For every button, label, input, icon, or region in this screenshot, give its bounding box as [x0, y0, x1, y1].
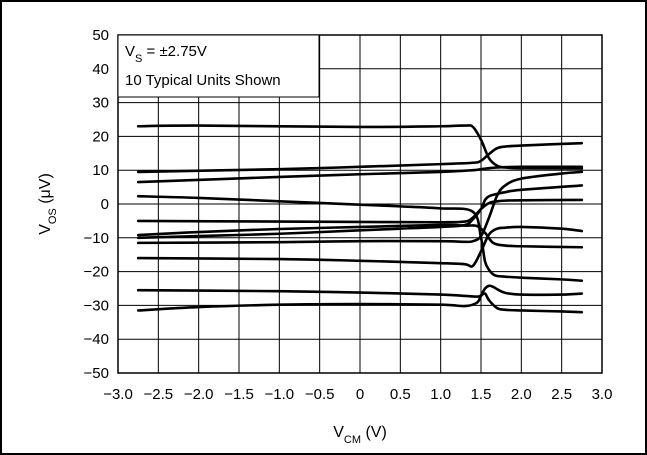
y-tick-label: −10 — [84, 230, 109, 247]
series-line-6 — [136, 223, 584, 249]
plot-area — [117, 34, 603, 374]
x-tick-label: 2.5 — [551, 386, 572, 403]
x-tick-label: −1.0 — [265, 386, 295, 403]
x-tick-label: −3.0 — [103, 386, 133, 403]
series-line-9 — [136, 225, 584, 268]
x-tick-labels: −3.0 −2.5 −2.0 −1.5 −1.0 −0.5 0 0.5 1.0 1.5 2.0 2.5… — [103, 386, 612, 403]
x-tick-label: 0 — [356, 386, 364, 403]
legend-box — [117, 34, 320, 98]
y-axis-label-unit: (μV) — [37, 173, 54, 208]
y-tick-label: −40 — [84, 331, 109, 348]
x-tick-label: 1.0 — [430, 386, 451, 403]
y-tick-label: −20 — [84, 264, 109, 281]
y-axis-label-sub: OS — [47, 208, 59, 224]
x-axis-label-main: V — [333, 424, 344, 441]
series-line-3 — [136, 165, 584, 184]
series-line-8 — [136, 170, 584, 245]
series-line-10 — [136, 284, 584, 298]
x-tick-label: −0.5 — [305, 386, 335, 403]
x-tick-label: −2.0 — [184, 386, 214, 403]
x-axis-label-sub: CM — [344, 434, 361, 446]
x-tick-label: 3.0 — [592, 386, 613, 403]
y-tick-label: 40 — [92, 61, 109, 78]
legend-units-shown: 10 Typical Units Shown — [125, 72, 281, 89]
series-line-7 — [136, 184, 584, 240]
series-group — [136, 124, 584, 314]
y-axis-label: VOS (μV) — [37, 173, 59, 235]
y-tick-label: 20 — [92, 128, 109, 145]
series-line-11 — [136, 292, 584, 314]
legend-supply-value: = ±2.75V — [142, 43, 207, 60]
legend: VS = ±2.75V 10 Typical Units Shown — [117, 34, 320, 98]
y-tick-label: 30 — [92, 95, 109, 112]
y-tick-label: 10 — [92, 162, 109, 179]
y-tick-label: 50 — [92, 27, 109, 44]
y-axis-label-main: V — [37, 224, 54, 235]
x-tick-label: −2.5 — [144, 386, 174, 403]
legend-supply-main: V — [125, 43, 135, 60]
y-tick-labels: 50 40 30 20 10 0 −10 −20 −30 −40 −50 — [84, 27, 109, 382]
y-tick-label: −50 — [84, 365, 109, 382]
x-axis-label: VCM (V) — [333, 424, 387, 446]
x-tick-label: 1.5 — [471, 386, 492, 403]
legend-supply-voltage: VS = ±2.75V — [125, 43, 207, 65]
series-line-2 — [136, 141, 584, 174]
x-tick-label: −1.5 — [224, 386, 254, 403]
x-tick-label: 2.0 — [511, 386, 532, 403]
y-tick-label: 0 — [101, 196, 109, 213]
legend-supply-sub: S — [135, 53, 142, 65]
y-tick-label: −30 — [84, 297, 109, 314]
x-axis-label-unit: (V) — [361, 424, 387, 441]
x-tick-label: 0.5 — [390, 386, 411, 403]
